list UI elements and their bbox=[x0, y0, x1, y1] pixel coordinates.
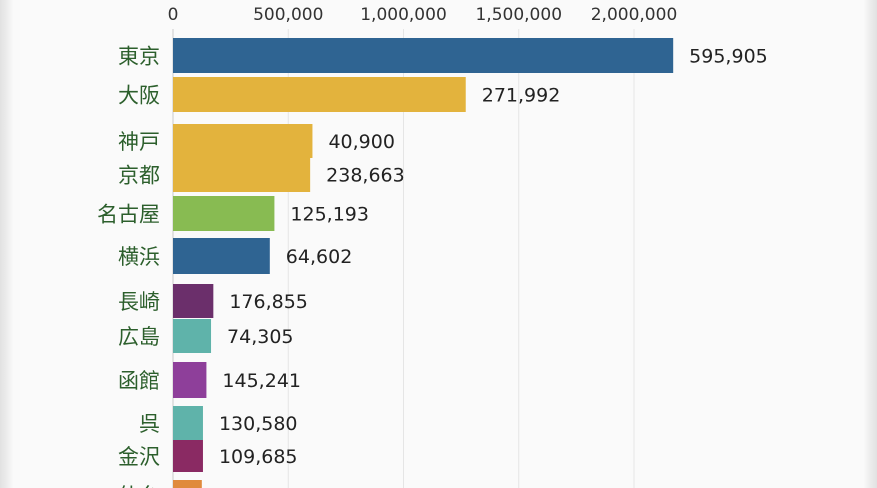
bar bbox=[173, 77, 466, 112]
value-label: 64,602 bbox=[286, 246, 352, 268]
labels-layer: 東京 595,905 大阪 271,992 神戸 40,900 京都 238,663 名古屋 12… bbox=[97, 45, 768, 488]
value-label: 271,992 bbox=[482, 85, 561, 107]
category-label: 大阪 bbox=[118, 84, 160, 108]
value-label: 238,663 bbox=[326, 165, 405, 187]
bar bbox=[173, 124, 313, 158]
category-label: 広島 bbox=[118, 325, 160, 349]
x-tick-label: 1,500,000 bbox=[475, 5, 562, 25]
bar bbox=[173, 440, 203, 472]
bar bbox=[173, 406, 203, 440]
x-tick-label: 0 bbox=[168, 5, 179, 25]
bar bbox=[173, 480, 202, 488]
category-label: 名古屋 bbox=[97, 203, 160, 227]
value-label: 176,855 bbox=[229, 291, 308, 313]
category-label: 東京 bbox=[118, 45, 160, 69]
value-label: 125,193 bbox=[290, 204, 369, 226]
bar bbox=[173, 238, 270, 274]
bar bbox=[173, 362, 207, 398]
value-label: 40,900 bbox=[328, 131, 394, 153]
x-tick-label: 500,000 bbox=[253, 5, 323, 25]
x-tick-label: 2,000,000 bbox=[591, 5, 678, 25]
category-label: 仙台 bbox=[118, 484, 160, 488]
value-label: 74,305 bbox=[227, 326, 293, 348]
bar bbox=[173, 157, 311, 192]
right-edge-shadow bbox=[863, 0, 877, 488]
value-label: 130,580 bbox=[219, 413, 298, 435]
category-label: 呉 bbox=[139, 412, 160, 436]
x-axis-ticks: 0 500,000 1,000,000 1,500,000 2,000,000 bbox=[168, 5, 678, 25]
bar bbox=[173, 319, 212, 353]
bar bbox=[173, 38, 674, 73]
bar bbox=[173, 284, 214, 318]
bars-layer bbox=[173, 38, 674, 488]
category-label: 京都 bbox=[118, 164, 160, 188]
x-tick-label: 1,000,000 bbox=[360, 5, 447, 25]
value-label: 595,905 bbox=[689, 46, 768, 68]
left-edge-shadow bbox=[0, 0, 14, 488]
category-label: 横浜 bbox=[118, 245, 160, 269]
value-label: 74,000 bbox=[218, 485, 284, 488]
bar bbox=[173, 196, 275, 231]
category-label: 函館 bbox=[118, 369, 160, 393]
category-label: 金沢 bbox=[118, 445, 160, 469]
value-label: 145,241 bbox=[222, 370, 301, 392]
category-label: 長崎 bbox=[118, 290, 160, 314]
value-label: 109,685 bbox=[219, 446, 298, 468]
category-label: 神戸 bbox=[118, 130, 160, 154]
